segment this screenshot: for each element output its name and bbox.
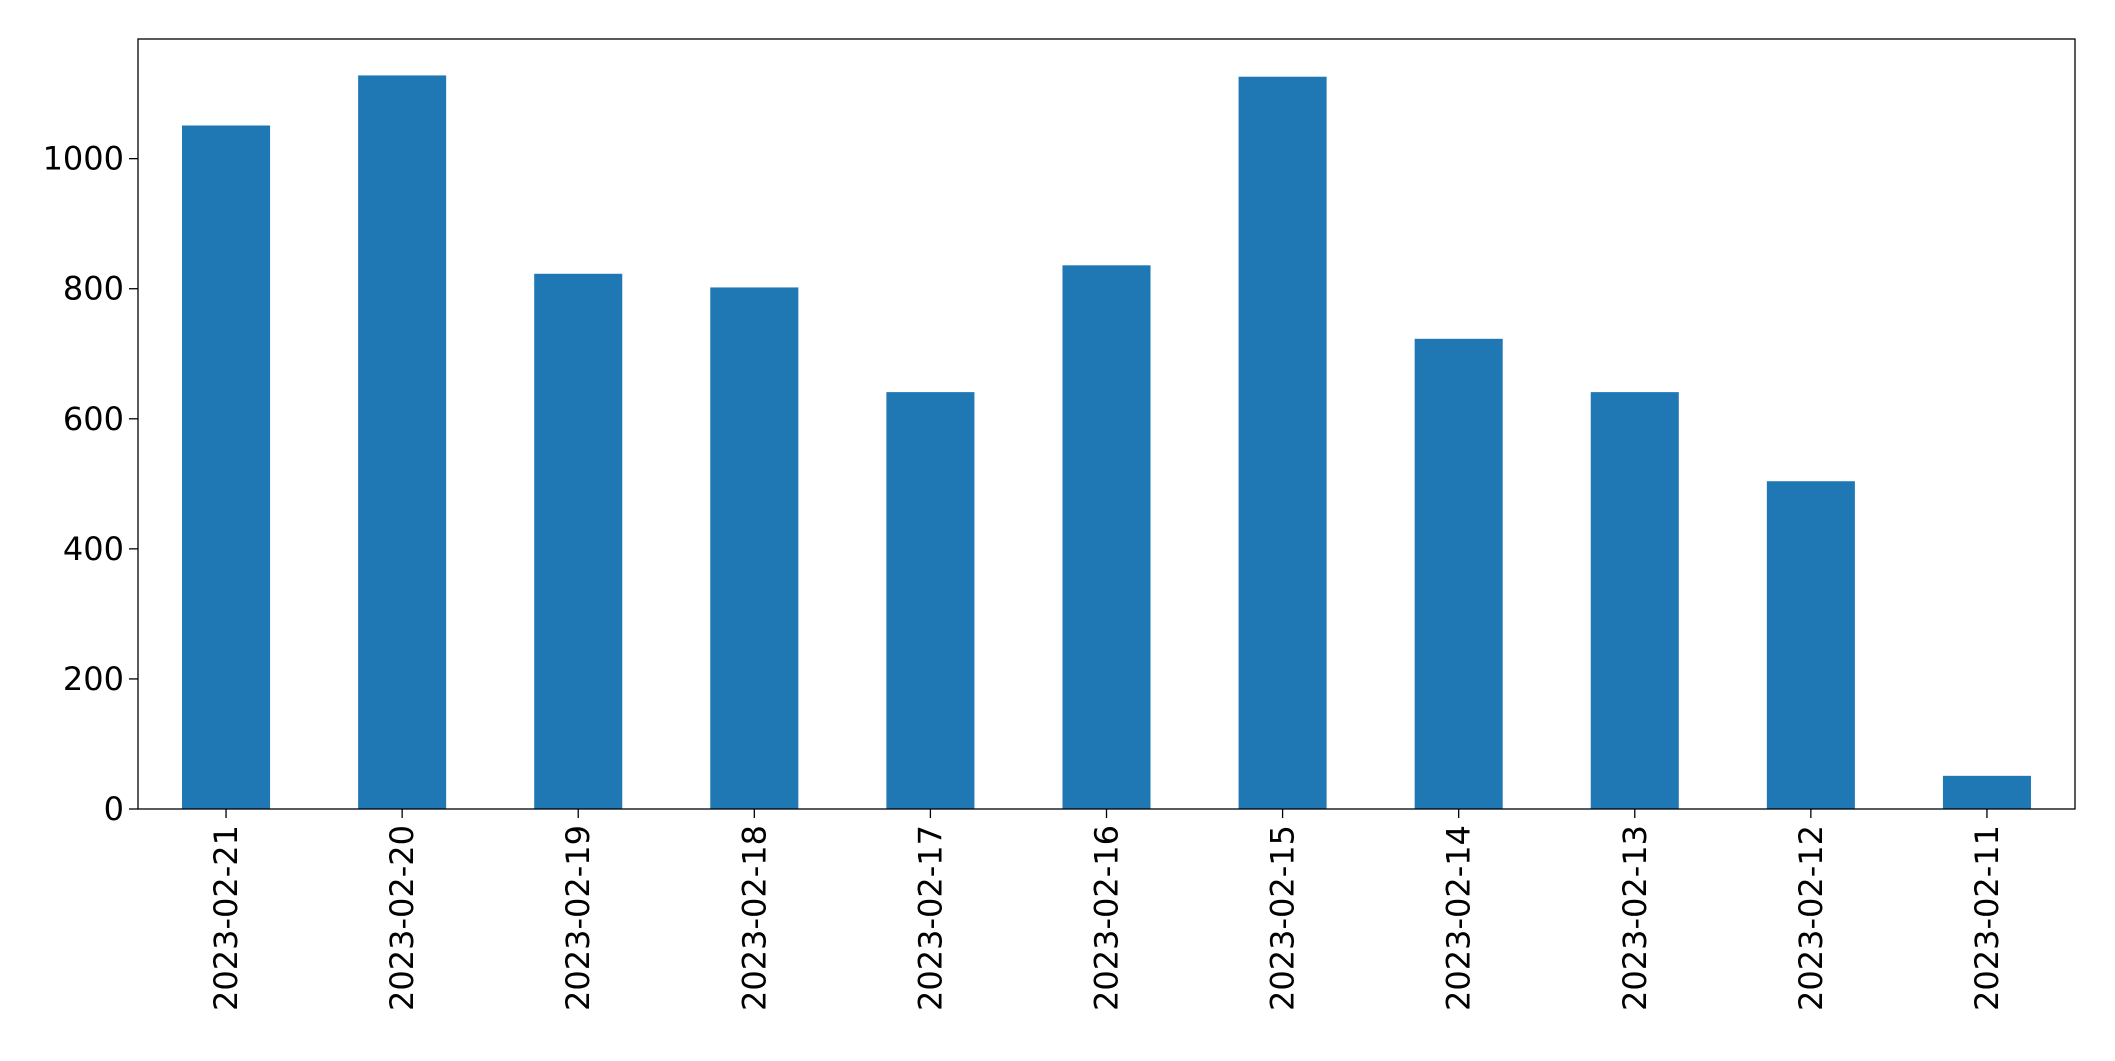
x-tick-label: 2023-02-19 bbox=[559, 825, 597, 1011]
y-tick-label: 600 bbox=[63, 400, 124, 438]
x-tick-label: 2023-02-14 bbox=[1440, 825, 1478, 1011]
x-tick-label: 2023-02-15 bbox=[1264, 825, 1302, 1011]
x-tick-label: 2023-02-16 bbox=[1088, 825, 1126, 1011]
y-tick-label: 200 bbox=[63, 660, 124, 698]
x-tick-label: 2023-02-17 bbox=[911, 825, 949, 1011]
y-tick-label: 0 bbox=[104, 790, 124, 828]
bar bbox=[710, 287, 799, 809]
bar bbox=[1942, 775, 2031, 809]
bar bbox=[1414, 338, 1503, 809]
bar bbox=[1238, 76, 1327, 809]
y-tick-label: 400 bbox=[63, 530, 124, 568]
bar bbox=[1062, 265, 1151, 809]
x-tick-label: 2023-02-11 bbox=[1968, 825, 2006, 1011]
bar bbox=[1590, 392, 1679, 809]
x-tick-label: 2023-02-18 bbox=[735, 825, 773, 1011]
bar bbox=[886, 392, 975, 809]
y-tick-label: 800 bbox=[63, 270, 124, 308]
x-tick-label: 2023-02-20 bbox=[383, 825, 421, 1011]
x-tick-label: 2023-02-13 bbox=[1616, 825, 1654, 1011]
bar bbox=[358, 75, 447, 809]
bar bbox=[182, 125, 271, 809]
y-tick-label: 1000 bbox=[43, 140, 124, 178]
bar bbox=[1766, 481, 1855, 809]
x-tick-label: 2023-02-12 bbox=[1792, 825, 1830, 1011]
x-tick-label: 2023-02-21 bbox=[207, 825, 245, 1011]
bar bbox=[534, 273, 623, 809]
plot-frame bbox=[137, 38, 2076, 810]
